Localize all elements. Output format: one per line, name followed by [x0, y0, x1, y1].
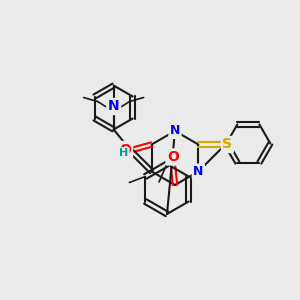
- Text: S: S: [222, 137, 233, 152]
- Text: N: N: [108, 100, 119, 113]
- Text: O: O: [167, 150, 179, 164]
- Text: H: H: [119, 148, 128, 158]
- Text: N: N: [170, 124, 180, 137]
- Text: O: O: [120, 142, 132, 157]
- Text: N: N: [193, 165, 204, 178]
